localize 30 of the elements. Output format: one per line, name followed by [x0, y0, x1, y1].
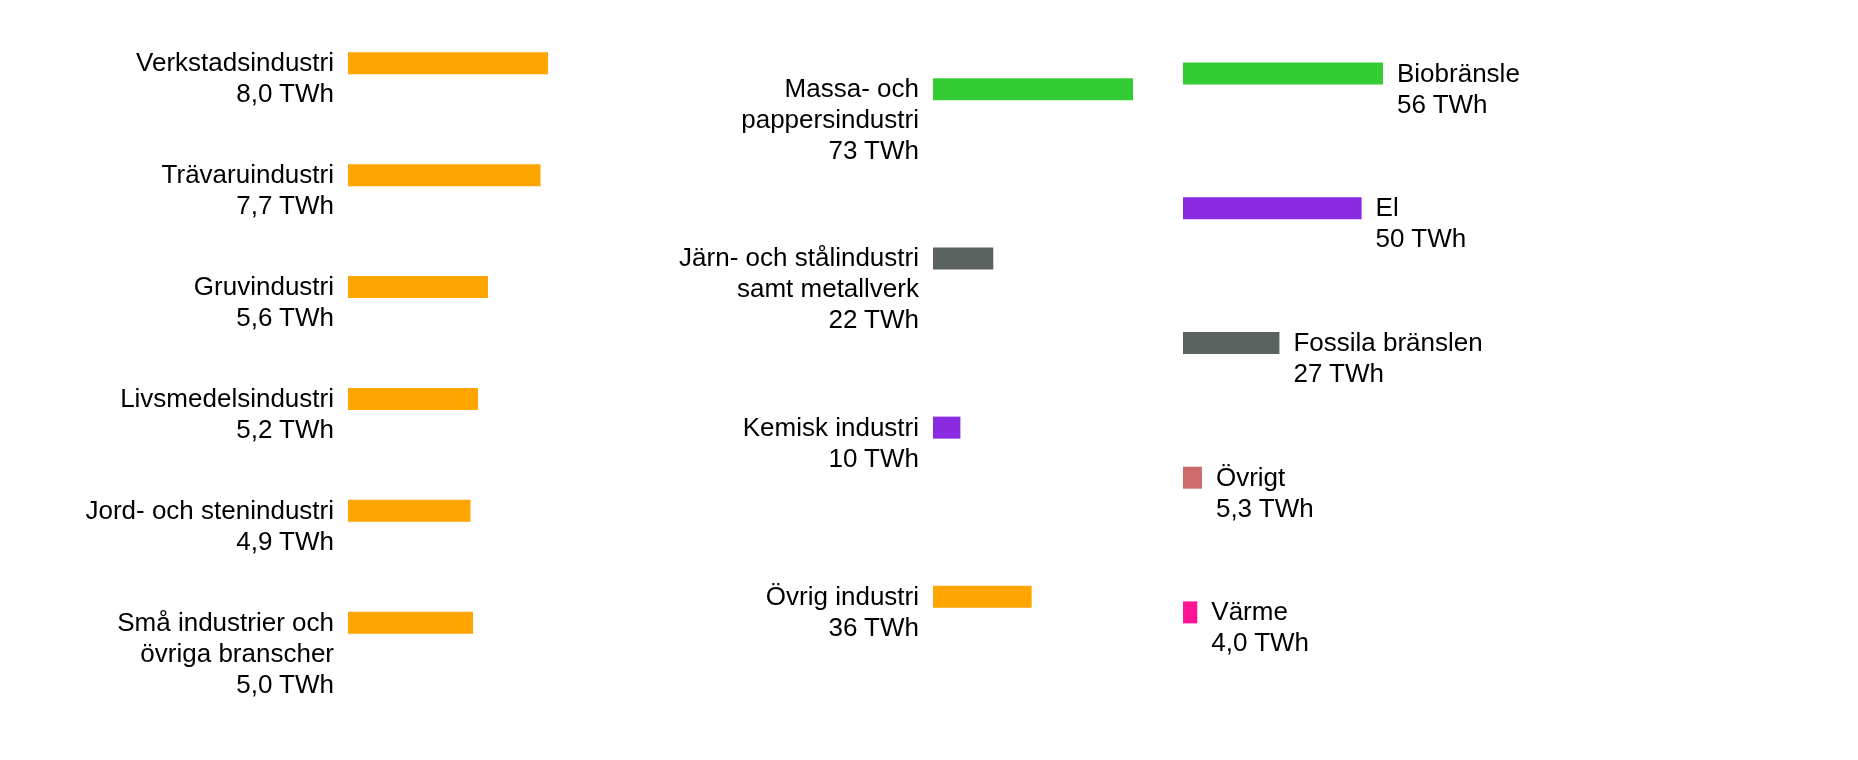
data-label: 5,6 TWh	[236, 302, 334, 333]
category-label: Gruvindustri	[193, 271, 334, 302]
data-label: 4,0 TWh	[1211, 627, 1310, 658]
data-label: 36 TWh	[828, 611, 919, 642]
data-label: 5,2 TWh	[236, 413, 334, 444]
data-label: 8,0 TWh	[236, 78, 334, 109]
category-label: Verkstadsindustri	[136, 47, 334, 78]
data-label: 7,7 TWh	[236, 190, 334, 221]
data-label: 10 TWh	[828, 442, 919, 473]
data-label: 50 TWh	[1375, 223, 1467, 254]
category-label: Livsmedelsindustri	[120, 382, 334, 413]
category-label: Fossila bränslen	[1293, 327, 1483, 357]
category-label: Trävaruindustri	[161, 159, 334, 190]
data-label: 27 TWh	[1293, 358, 1384, 388]
category-label: Små industrier och övriga branscher	[117, 606, 335, 668]
category-label: Kemisk industri	[742, 411, 919, 442]
data-label: 5,0 TWh	[236, 668, 334, 699]
category-label: Övrigt	[1215, 461, 1287, 492]
category-label: Massa- och pappersindustri	[741, 73, 919, 135]
category-label: Jord- och stenindustri	[85, 494, 334, 525]
category-label: Biobränsle	[1397, 57, 1520, 88]
category-label: Järn- och stålindustri samt metallverk	[679, 242, 920, 304]
data-label: 73 TWh	[828, 135, 919, 166]
data-label: 4,9 TWh	[236, 525, 334, 556]
category-label: Övrig industri	[765, 580, 919, 611]
category-label: Värme	[1211, 596, 1288, 627]
data-label: 5,3 TWh	[1215, 492, 1314, 523]
category-label: El	[1375, 192, 1399, 223]
data-label: 22 TWh	[828, 304, 919, 335]
data-label: 56 TWh	[1397, 88, 1488, 119]
